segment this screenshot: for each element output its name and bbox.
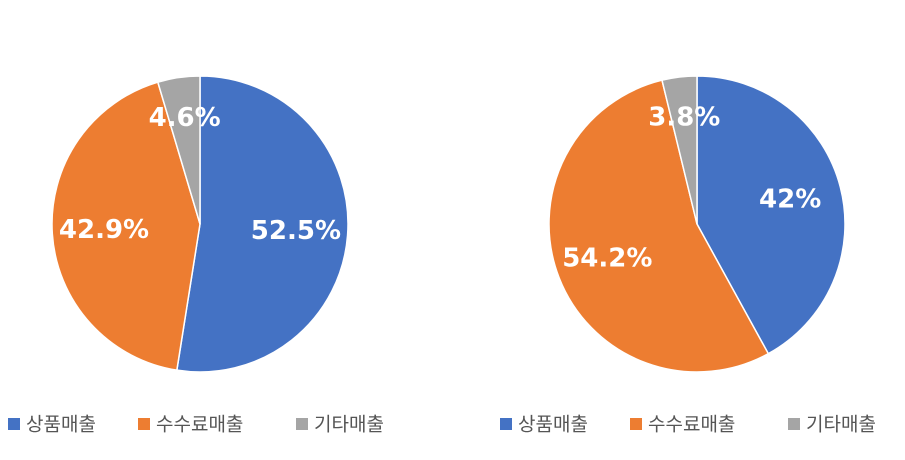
pie-slice [661,75,698,225]
legend-swatch [500,418,512,430]
pie-slice [696,75,846,355]
legend-label: 수수료매출 [648,414,735,436]
data-label: 42.9% [59,215,149,245]
legend-swatch [8,418,20,430]
legend-label: 상품매출 [518,414,588,436]
legend-label: 기타매출 [314,414,384,436]
pie-slice [51,81,201,372]
pie-slice [175,75,349,373]
data-label: 42% [759,185,821,215]
data-label: 54.2% [562,243,652,273]
data-label: 52.5% [251,216,341,246]
legend-label: 상품매출 [26,414,96,436]
legend-swatch [296,418,308,430]
legend-swatch [138,418,150,430]
pie-slice [156,75,201,225]
legend-label: 기타매출 [806,414,876,436]
legend-swatch [788,418,800,430]
data-label: 4.6% [149,103,221,133]
legend-label: 수수료매출 [156,414,243,436]
legend-swatch [630,418,642,430]
pie-slice [548,79,770,373]
data-label: 3.8% [648,103,720,133]
